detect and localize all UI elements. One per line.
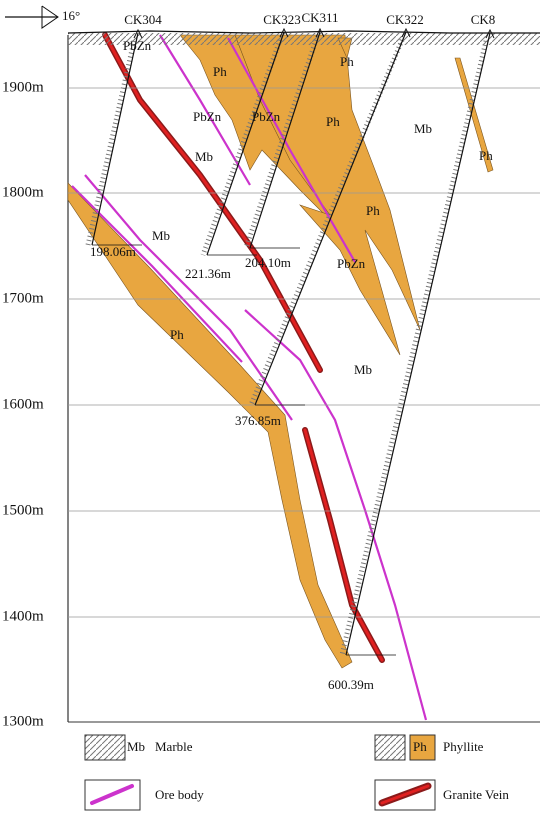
granite-vein xyxy=(302,427,385,663)
rock-label: Ph xyxy=(326,114,340,129)
borehole xyxy=(249,31,321,249)
borehole-depth: 204.10m xyxy=(245,255,291,270)
orientation-label: 16° xyxy=(62,8,80,23)
rock-label: PbZn xyxy=(123,38,152,53)
borehole-name: CK323 xyxy=(263,12,301,27)
legend-ore-box xyxy=(84,779,141,811)
legend-vein-box xyxy=(374,779,436,811)
orientation-arrow xyxy=(41,5,59,29)
rock-label: PbZn xyxy=(193,109,222,124)
rock-label: Mb xyxy=(414,121,432,136)
surface xyxy=(67,30,540,45)
phyllite-bodies xyxy=(67,34,494,669)
marble-hatch xyxy=(85,40,137,246)
rock-label: Ph xyxy=(213,64,227,79)
borehole-depth: 376.85m xyxy=(235,413,281,428)
rock-label: Ph xyxy=(170,327,184,342)
borehole-depth: 221.36m xyxy=(185,266,231,281)
borehole-name: CK8 xyxy=(471,12,496,27)
legend-symbol: Ph xyxy=(413,739,427,754)
legend-ore-swatch xyxy=(90,784,134,805)
legend-vein-core xyxy=(380,784,430,805)
marble-hatch xyxy=(243,39,319,249)
elevation-label: 1500m xyxy=(2,502,44,518)
borehole-name: CK311 xyxy=(301,10,338,25)
borehole-marker xyxy=(279,27,289,38)
dynamic-layer: 1900m 1800m 1700m 1600m 1500m 1400m 1300m CK304… xyxy=(2,10,540,729)
elevation-label: 1300m xyxy=(2,713,44,729)
legend-label: Phyllite xyxy=(443,739,484,754)
frame xyxy=(67,35,540,723)
borehole-name: CK304 xyxy=(124,12,162,27)
rock-label: Ph xyxy=(366,203,380,218)
borehole-marker xyxy=(315,27,325,38)
borehole-marker xyxy=(485,28,495,39)
rock-label: Mb xyxy=(195,149,213,164)
ore-body xyxy=(227,37,356,263)
rock-label: PbZn xyxy=(337,256,366,271)
phyllite-body xyxy=(454,57,494,173)
rock-label: Mb xyxy=(152,228,170,243)
orientation-mark: 16° xyxy=(5,5,80,29)
legend-label: Granite Vein xyxy=(443,787,509,802)
ore-body xyxy=(244,309,428,721)
surface-band xyxy=(68,33,540,45)
granite-vein-core xyxy=(303,428,384,662)
borehole-name: CK322 xyxy=(386,12,424,27)
elevation-label: 1800m xyxy=(2,184,44,200)
ore-body xyxy=(84,174,293,421)
borehole xyxy=(206,31,285,256)
borehole xyxy=(91,32,139,246)
surface-line xyxy=(67,30,540,34)
borehole xyxy=(345,32,491,656)
legend-symbol: Mb xyxy=(127,739,145,754)
phyllite-body xyxy=(234,34,421,356)
rock-label: PbZn xyxy=(252,109,281,124)
elevation-label: 1600m xyxy=(2,396,44,412)
legend-phyllite-swatch xyxy=(409,734,436,761)
borehole-marker xyxy=(401,27,411,38)
rock-label: Ph xyxy=(340,54,354,69)
legend: Mb Marble Ph Phyllite Ore body Granite V… xyxy=(84,734,509,811)
borehole-marker xyxy=(133,28,143,39)
borehole xyxy=(254,31,407,406)
legend-label: Ore body xyxy=(155,787,204,802)
elevation-label: 1700m xyxy=(2,290,44,306)
ore-body xyxy=(159,34,251,186)
legend-label: Marble xyxy=(155,739,193,754)
rock-label: Ph xyxy=(479,148,493,163)
legend-phyllite-hatch xyxy=(374,734,406,761)
rock-label: Mb xyxy=(354,362,372,377)
elevation-label: 1900m xyxy=(2,79,44,95)
borehole-depth: 600.39m xyxy=(328,677,374,692)
elevation-label: 1400m xyxy=(2,608,44,624)
phyllite-body xyxy=(67,182,353,669)
borehole-depth: 198.06m xyxy=(90,244,136,259)
legend-marble-swatch xyxy=(84,734,126,761)
